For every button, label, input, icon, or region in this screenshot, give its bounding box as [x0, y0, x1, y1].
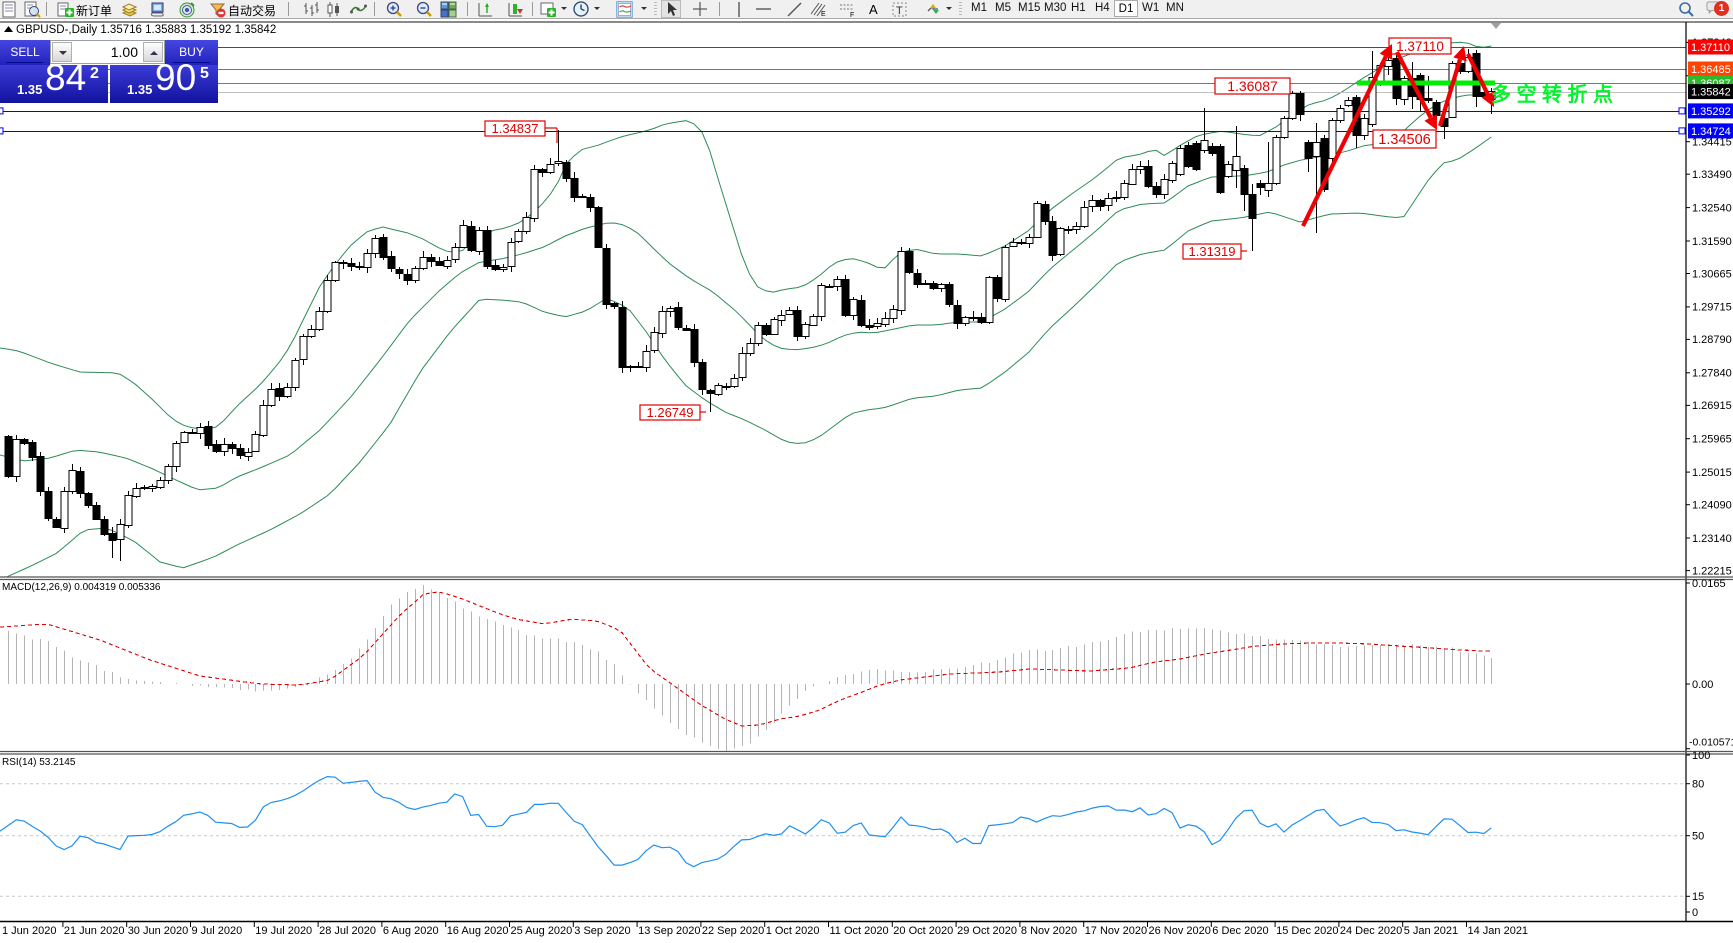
svg-text:5 Jan 2021: 5 Jan 2021	[1404, 925, 1458, 937]
svg-text:1.33490: 1.33490	[1692, 169, 1732, 181]
svg-text:1.28790: 1.28790	[1692, 334, 1732, 346]
svg-text:3 Sep 2020: 3 Sep 2020	[574, 925, 630, 937]
svg-text:26 Nov 2020: 26 Nov 2020	[1149, 925, 1211, 937]
svg-text:GBPUSD-,Daily 1.35716 1.35883: GBPUSD-,Daily 1.35716 1.35883 1.35192 1.…	[16, 24, 276, 36]
svg-text:1.24090: 1.24090	[1692, 500, 1732, 512]
svg-text:15 Dec 2020: 15 Dec 2020	[1276, 925, 1338, 937]
svg-text:6 Aug 2020: 6 Aug 2020	[383, 925, 439, 937]
svg-text:0.00: 0.00	[1692, 679, 1713, 691]
svg-text:19 Jul 2020: 19 Jul 2020	[255, 925, 312, 937]
svg-text:17 Nov 2020: 17 Nov 2020	[1085, 925, 1147, 937]
svg-text:1.35842: 1.35842	[1691, 87, 1731, 99]
svg-text:1 Oct 2020: 1 Oct 2020	[766, 925, 820, 937]
svg-text:1.25015: 1.25015	[1692, 467, 1732, 479]
svg-text:6 Dec 2020: 6 Dec 2020	[1212, 925, 1268, 937]
svg-text:MACD(12,26,9) 0.004319 0.00533: MACD(12,26,9) 0.004319 0.005336	[2, 582, 161, 593]
svg-text:1.31319: 1.31319	[1189, 244, 1236, 259]
svg-text:1.34506: 1.34506	[1378, 132, 1430, 148]
svg-text:30 Jun 2020: 30 Jun 2020	[128, 925, 189, 937]
svg-text:25 Aug 2020: 25 Aug 2020	[511, 925, 573, 937]
svg-text:11 Oct 2020: 11 Oct 2020	[830, 925, 889, 937]
svg-text:20 Oct 2020: 20 Oct 2020	[893, 925, 953, 937]
svg-text:1.34724: 1.34724	[1691, 126, 1731, 138]
svg-text:24 Dec 2020: 24 Dec 2020	[1340, 925, 1402, 937]
svg-text:1.23140: 1.23140	[1692, 533, 1732, 545]
svg-text:1.22215: 1.22215	[1692, 565, 1732, 577]
svg-text:1.27840: 1.27840	[1692, 368, 1732, 380]
svg-text:F: F	[850, 12, 854, 18]
svg-text:1.26749: 1.26749	[647, 405, 694, 420]
svg-text:1.34415: 1.34415	[1692, 137, 1732, 149]
svg-text:9 Jul 2020: 9 Jul 2020	[192, 925, 243, 937]
svg-text:1.36485: 1.36485	[1691, 64, 1731, 76]
svg-text:T: T	[896, 5, 903, 17]
svg-text:15: 15	[1692, 891, 1704, 903]
svg-text:100: 100	[1692, 750, 1710, 762]
svg-text:28 Jul 2020: 28 Jul 2020	[319, 925, 376, 937]
svg-text:1.29715: 1.29715	[1692, 302, 1732, 314]
svg-text:1.35292: 1.35292	[1691, 106, 1731, 118]
svg-text:1 Jun 2020: 1 Jun 2020	[2, 925, 56, 937]
svg-text:0.0165: 0.0165	[1692, 578, 1726, 590]
svg-text:1.36087: 1.36087	[1227, 78, 1278, 94]
svg-text:8 Nov 2020: 8 Nov 2020	[1021, 925, 1077, 937]
svg-text:14 Jan 2021: 14 Jan 2021	[1468, 925, 1529, 937]
svg-text:多空转折点: 多空转折点	[1491, 82, 1619, 106]
svg-text:1.30665: 1.30665	[1692, 268, 1732, 280]
svg-text:22 Sep 2020: 22 Sep 2020	[702, 925, 764, 937]
svg-text:16 Aug 2020: 16 Aug 2020	[447, 925, 509, 937]
svg-text:1.31590: 1.31590	[1692, 236, 1732, 248]
svg-text:-0.010571: -0.010571	[1689, 737, 1733, 749]
svg-text:50: 50	[1692, 831, 1704, 843]
svg-text:80: 80	[1692, 779, 1704, 791]
svg-text:1.37110: 1.37110	[1691, 42, 1730, 54]
svg-text:RSI(14) 53.2145: RSI(14) 53.2145	[2, 757, 76, 768]
svg-text:E: E	[821, 11, 826, 18]
svg-text:1.25965: 1.25965	[1692, 434, 1732, 446]
svg-text:1.37110: 1.37110	[1396, 39, 1444, 54]
svg-text:21 Jun 2020: 21 Jun 2020	[64, 925, 125, 937]
svg-text:0: 0	[1692, 907, 1698, 919]
svg-text:1.26915: 1.26915	[1692, 400, 1732, 412]
svg-text:1.32540: 1.32540	[1692, 202, 1732, 214]
svg-text:1.34837: 1.34837	[492, 121, 539, 136]
svg-text:29 Oct 2020: 29 Oct 2020	[957, 925, 1017, 937]
svg-text:13 Sep 2020: 13 Sep 2020	[638, 925, 700, 937]
